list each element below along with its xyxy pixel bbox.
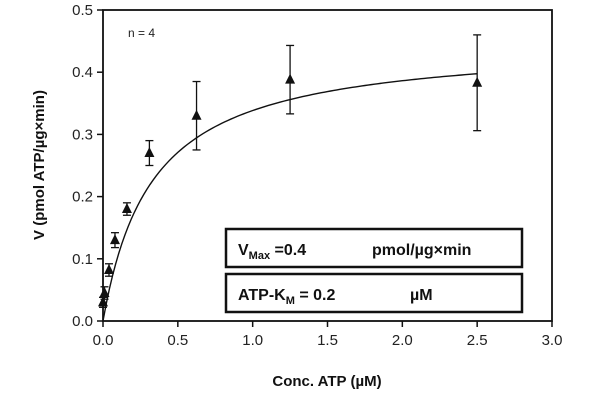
km-sub: M	[286, 295, 295, 307]
km-prefix: ATP-K	[238, 287, 286, 304]
x-tick-label: 2.5	[467, 332, 488, 349]
data-points	[98, 34, 483, 308]
x-tick-label: 3.0	[542, 332, 563, 349]
x-tick-label: 0.0	[93, 332, 114, 349]
x-axis: 0.0 0.5 1.0 1.5 2.0 2.5 3.0	[93, 321, 563, 349]
y-tick-label: 0.1	[72, 251, 93, 268]
data-point	[99, 287, 110, 298]
data-point	[285, 73, 296, 84]
vmax-text: VMax =0.4 pmol/µg×min	[238, 242, 471, 262]
y-axis-title: V (pmol ATP/µg×min)	[31, 90, 48, 240]
vmax-value: =0.4	[270, 242, 306, 259]
data-point	[191, 109, 202, 120]
y-tick-label: 0.4	[72, 64, 93, 81]
y-tick-label: 0.2	[72, 189, 93, 206]
km-text: ATP-KM = 0.2 µM	[238, 287, 433, 307]
data-point	[98, 296, 108, 307]
data-point	[472, 76, 483, 87]
data-point	[109, 234, 120, 245]
y-tick-label: 0.3	[72, 126, 93, 143]
x-axis-title: Conc. ATP (µM)	[272, 373, 381, 390]
x-tick-label: 1.5	[317, 332, 338, 349]
data-point	[121, 203, 132, 214]
x-tick-label: 1.0	[242, 332, 263, 349]
data-point	[103, 263, 114, 274]
data-point	[144, 147, 155, 158]
y-axis: 0.0 0.1 0.2 0.3 0.4 0.5	[72, 2, 103, 330]
y-tick-label: 0.0	[72, 313, 93, 330]
y-tick-label: 0.5	[72, 2, 93, 19]
x-tick-label: 0.5	[167, 332, 188, 349]
km-unit: µM	[410, 287, 433, 304]
km-value: = 0.2	[295, 287, 336, 304]
km-box	[224, 272, 524, 314]
vmax-sub: Max	[249, 250, 271, 262]
vmax-box	[224, 227, 524, 269]
n-label: n = 4	[128, 26, 155, 40]
vmax-unit: pmol/µg×min	[372, 242, 471, 259]
vmax-prefix: V	[238, 242, 249, 259]
x-tick-label: 2.0	[392, 332, 413, 349]
